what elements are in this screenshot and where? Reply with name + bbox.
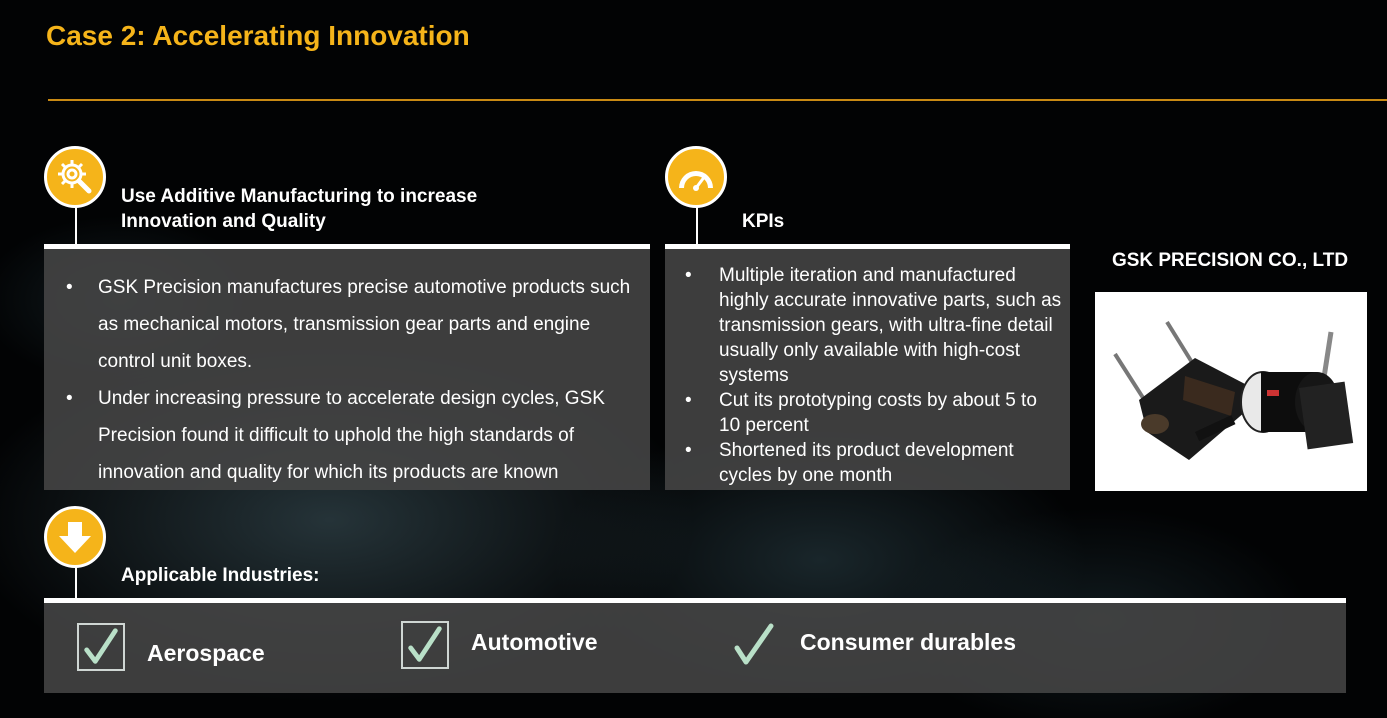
speedometer-icon: [665, 146, 727, 208]
bullet-icon: •: [66, 277, 73, 298]
bullet-text: Shortened its product development cycles…: [719, 440, 1014, 486]
bullet-icon: •: [685, 390, 692, 411]
industries-panel: Aerospace Automotive Consumer durables: [44, 598, 1346, 693]
bullet-icon: •: [685, 265, 692, 286]
list-item: • Under increasing pressure to accelerate…: [66, 380, 640, 491]
industry-label: Consumer durables: [800, 628, 1016, 655]
company-name: GSK PRECISION CO., LTD: [1111, 250, 1349, 271]
gear-magnifier-icon: [44, 146, 106, 208]
kpi-panel: • Multiple iteration and manufactured hig…: [665, 244, 1070, 490]
list-item: • Multiple iteration and manufactured hig…: [685, 263, 1062, 388]
case-bullet-list: • GSK Precision manufactures precise auto…: [66, 269, 640, 491]
industry-item-consumer-durables: Consumer durables: [730, 621, 1016, 669]
connector-line: [696, 200, 698, 246]
industry-item-automotive: Automotive: [401, 621, 598, 669]
bullet-icon: •: [685, 440, 692, 461]
kpi-heading: KPIs: [742, 211, 785, 232]
page-title: Case 2: Accelerating Innovation: [46, 20, 470, 51]
bullet-text: Cut its prototyping costs by about 5 to …: [719, 390, 1037, 436]
bullet-text: GSK Precision manufactures precise autom…: [98, 277, 631, 372]
case-heading: Use Additive Manufacturing to increase I…: [121, 184, 477, 234]
connector-line: [75, 200, 77, 246]
industries-heading: Applicable Industries:: [121, 565, 320, 586]
kpi-bullet-list: • Multiple iteration and manufactured hig…: [685, 263, 1062, 488]
case-heading-line2: Innovation and Quality: [121, 211, 326, 232]
case-heading-line1: Use Additive Manufacturing to increase: [121, 186, 478, 207]
title-divider: [48, 99, 1387, 101]
bullet-icon: •: [66, 388, 73, 409]
list-item: • GSK Precision manufactures precise auto…: [66, 269, 640, 380]
industry-label: Aerospace: [147, 639, 265, 666]
checkmark-icon: [77, 623, 125, 671]
product-image: [1095, 292, 1367, 491]
industry-item-aerospace: Aerospace: [77, 623, 265, 671]
bullet-text: Multiple iteration and manufactured high…: [719, 265, 1062, 386]
case-panel: • GSK Precision manufactures precise auto…: [44, 244, 650, 490]
connector-line: [75, 560, 77, 600]
bullet-text: Under increasing pressure to accelerate …: [98, 388, 605, 483]
down-arrow-icon: [44, 506, 106, 568]
list-item: • Cut its prototyping costs by about 5 to…: [685, 388, 1062, 438]
checkmark-icon: [401, 621, 449, 669]
industry-label: Automotive: [471, 628, 598, 655]
checkmark-icon: [730, 621, 778, 669]
motor-product-photo: [1113, 320, 1354, 460]
list-item: • Shortened its product development cycle…: [685, 438, 1062, 488]
